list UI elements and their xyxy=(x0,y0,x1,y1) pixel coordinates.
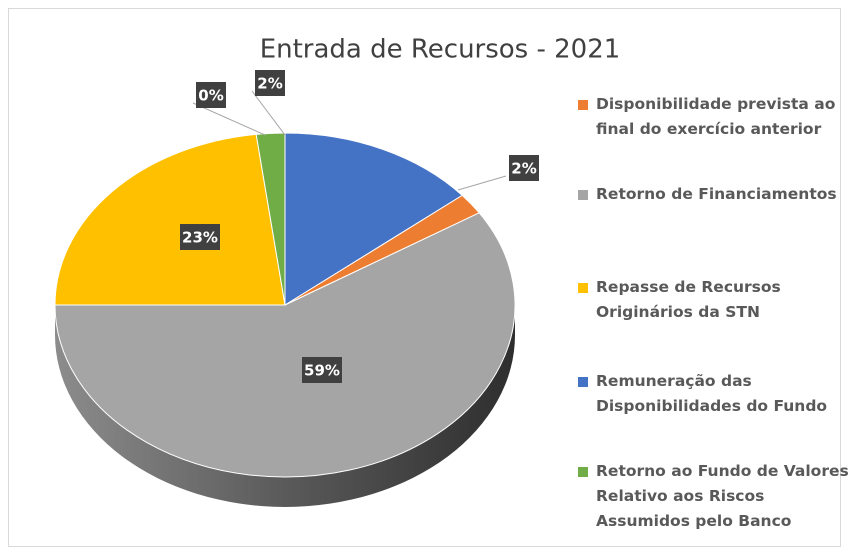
pie-slice xyxy=(54,212,516,478)
data-label-box xyxy=(180,224,220,250)
legend-swatch xyxy=(578,190,588,200)
pie-side xyxy=(55,305,515,507)
pie-slice xyxy=(255,132,286,306)
data-label-box xyxy=(302,357,342,383)
legend-item: Remuneração das Disponibilidades do Fund… xyxy=(578,369,851,419)
chart-area xyxy=(8,8,841,547)
legend-swatch xyxy=(578,283,588,293)
legend-label: Repasse de Recursos Originários da STN xyxy=(596,278,781,321)
leader-line xyxy=(192,102,266,136)
legend-swatch xyxy=(578,100,588,110)
pie-slice xyxy=(284,132,464,306)
legend-item: Disponibilidade prevista ao final do exe… xyxy=(578,92,851,142)
data-label-box xyxy=(255,70,285,96)
leader-line xyxy=(251,90,286,136)
data-label: 2% xyxy=(257,75,282,93)
leader-line xyxy=(457,175,507,191)
legend-label: Remuneração das Disponibilidades do Fund… xyxy=(596,372,828,415)
legend-item: Retorno ao Fundo de Valores Relativo aos… xyxy=(578,459,851,534)
legend-item: Retorno de Financiamentos xyxy=(578,182,851,207)
data-label-box xyxy=(196,82,226,108)
legend-label: Disponibilidade prevista ao final do exe… xyxy=(596,95,836,138)
data-label: 2% xyxy=(511,160,536,178)
legend-swatch xyxy=(578,377,588,387)
pie-slice xyxy=(54,133,286,306)
legend-swatch xyxy=(578,467,588,477)
data-label: 0% xyxy=(198,87,223,105)
data-label: 23% xyxy=(182,229,218,247)
data-label-box xyxy=(509,155,539,181)
legend-item: Repasse de Recursos Originários da STN xyxy=(578,275,851,325)
legend-label: Retorno de Financiamentos xyxy=(596,185,837,203)
legend-label: Retorno ao Fundo de Valores Relativo aos… xyxy=(596,462,849,530)
data-label: 59% xyxy=(304,362,340,380)
chart-title: Entrada de Recursos - 2021 xyxy=(260,35,621,65)
